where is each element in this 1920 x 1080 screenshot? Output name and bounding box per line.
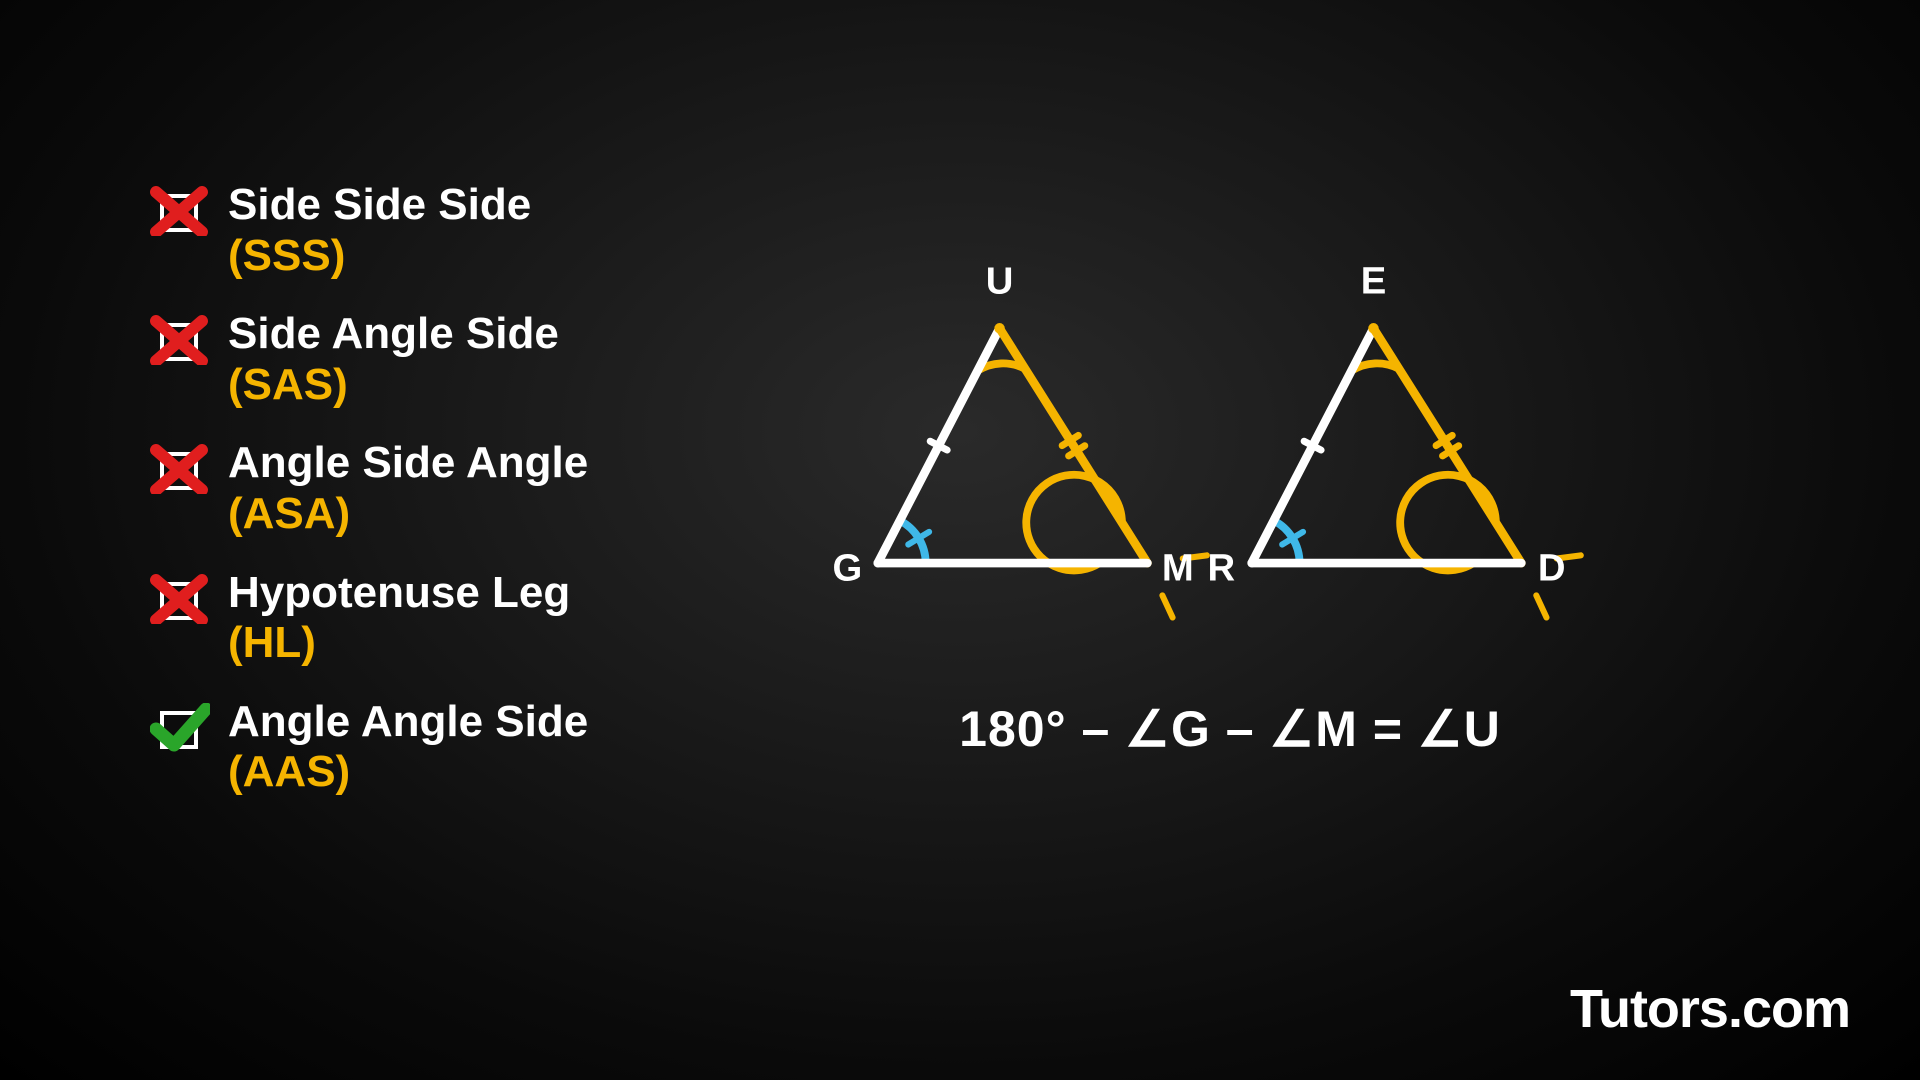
postulate-label: Side Side Side bbox=[228, 180, 531, 231]
x-icon bbox=[150, 574, 210, 624]
x-icon bbox=[150, 186, 210, 236]
postulate-item: Side Side Side(SSS) bbox=[150, 180, 588, 281]
svg-text:R: R bbox=[1207, 546, 1235, 589]
postulate-item: Angle Side Angle(ASA) bbox=[150, 438, 588, 539]
postulate-abbr: (ASA) bbox=[228, 489, 588, 540]
postulate-abbr: (HL) bbox=[228, 618, 570, 669]
postulate-abbr: (SAS) bbox=[228, 360, 559, 411]
postulate-item: Side Angle Side(SAS) bbox=[150, 309, 588, 410]
postulate-label: Side Angle Side bbox=[228, 309, 559, 360]
x-icon bbox=[150, 315, 210, 365]
triangles-diagram: U G M E R D bbox=[740, 250, 1720, 650]
postulate-abbr: (AAS) bbox=[228, 747, 588, 798]
svg-text:G: G bbox=[833, 546, 863, 589]
svg-text:U: U bbox=[986, 259, 1014, 302]
svg-text:D: D bbox=[1538, 546, 1566, 589]
congruence-postulates-list: Side Side Side(SSS) Side Angle Side(SAS) A… bbox=[150, 180, 588, 826]
svg-text:E: E bbox=[1361, 259, 1387, 302]
x-icon bbox=[150, 444, 210, 494]
check-icon bbox=[150, 703, 210, 753]
angle-sum-equation: 180° – ∠G – ∠M = ∠U bbox=[790, 700, 1670, 758]
postulate-label: Angle Side Angle bbox=[228, 438, 588, 489]
branding-logo: Tutors.com bbox=[1570, 978, 1850, 1040]
postulate-item: Angle Angle Side(AAS) bbox=[150, 697, 588, 798]
postulate-label: Angle Angle Side bbox=[228, 697, 588, 748]
postulate-abbr: (SSS) bbox=[228, 231, 531, 282]
postulate-item: Hypotenuse Leg(HL) bbox=[150, 568, 588, 669]
postulate-label: Hypotenuse Leg bbox=[228, 568, 570, 619]
svg-text:M: M bbox=[1162, 546, 1194, 589]
